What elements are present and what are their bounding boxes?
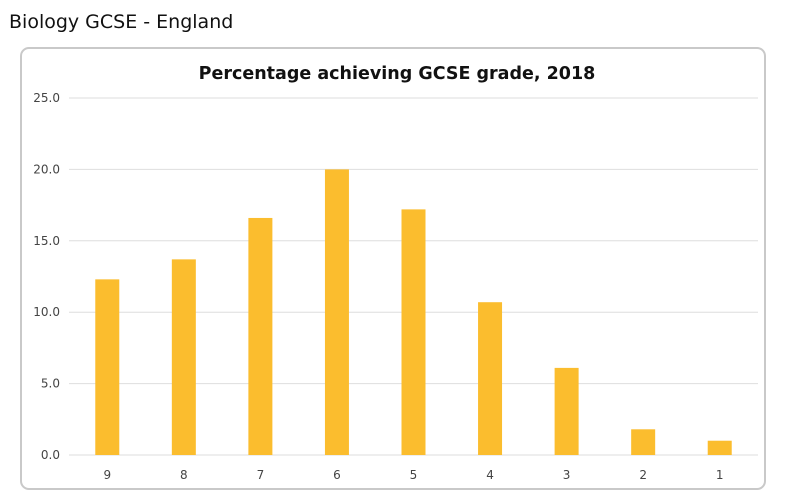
page-heading: Biology GCSE - England [9, 11, 234, 33]
x-tick-label: 5 [410, 468, 418, 482]
bar-grade-2 [631, 429, 656, 455]
x-tick-label: 2 [639, 468, 647, 482]
y-tick-label: 20.0 [33, 162, 60, 176]
bar-grade-9 [95, 279, 120, 455]
x-tick-label: 4 [486, 468, 494, 482]
y-tick-label: 5.0 [41, 377, 60, 391]
bar-grade-6 [324, 169, 349, 455]
y-tick-label: 10.0 [33, 305, 60, 319]
y-tick-label: 15.0 [33, 234, 60, 248]
x-tick-label: 6 [333, 468, 341, 482]
bar-grade-5 [401, 209, 426, 455]
x-tick-label: 9 [103, 468, 111, 482]
x-tick-label: 8 [180, 468, 188, 482]
bar-grade-1 [707, 440, 732, 455]
x-tick-label: 7 [257, 468, 265, 482]
chart-title: Percentage achieving GCSE grade, 2018 [199, 64, 596, 84]
x-tick-label: 3 [563, 468, 571, 482]
y-tick-label: 0.0 [41, 448, 60, 462]
bar-grade-7 [248, 217, 273, 455]
bars [95, 169, 732, 455]
x-tick-label: 1 [716, 468, 724, 482]
bar-grade-8 [171, 259, 196, 455]
chart-card [20, 47, 766, 490]
y-tick-label: 25.0 [33, 91, 60, 105]
bar-grade-3 [554, 367, 579, 455]
y-axis-tick-labels: 0.0 5.0 10.0 15.0 20.0 25.0 [33, 91, 60, 462]
x-axis-tick-labels: 9 8 7 6 5 4 3 2 1 [103, 468, 723, 482]
bar-grade-4 [478, 302, 503, 455]
